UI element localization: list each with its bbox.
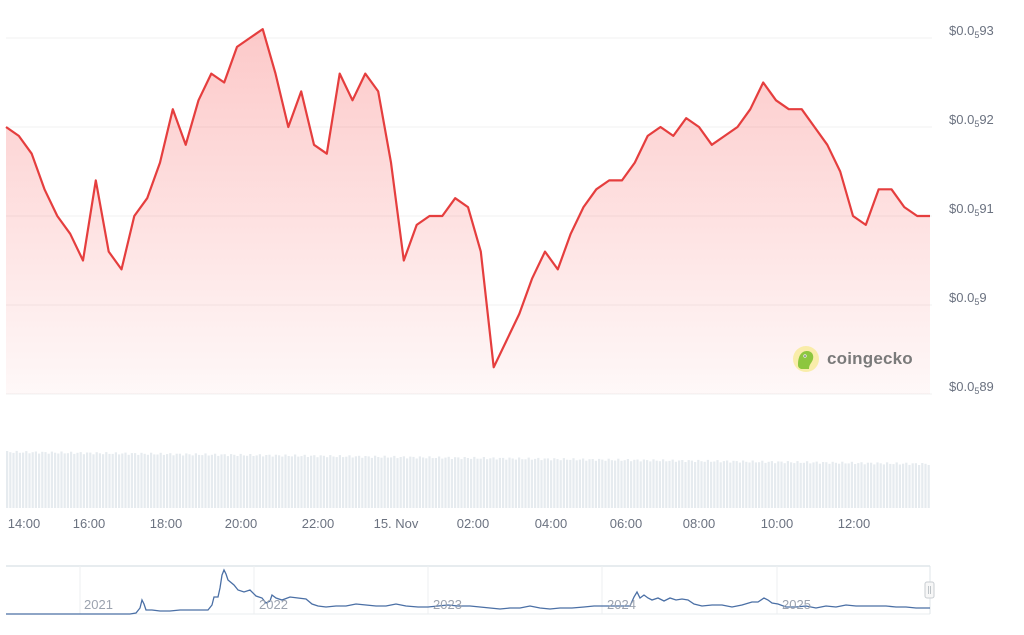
navigator[interactable] — [6, 565, 935, 615]
x-axis-label: 12:00 — [837, 516, 871, 531]
x-axis-label: 02:00 — [456, 516, 490, 531]
navigator-line — [6, 568, 930, 615]
price-area-fill — [6, 29, 930, 394]
y-axis-label: $0.0592 — [949, 112, 994, 129]
x-axis-label: 06:00 — [609, 516, 643, 531]
navigator-handle[interactable] — [924, 581, 935, 599]
coingecko-watermark: coingecko — [792, 345, 913, 373]
navigator-label: 2023 — [433, 597, 462, 612]
x-axis-label: 08:00 — [682, 516, 716, 531]
navigator-label: 2025 — [782, 597, 811, 612]
x-axis-label: 14:00 — [7, 516, 41, 531]
watermark-text: coingecko — [827, 349, 913, 368]
navigator-label: 2022 — [259, 597, 288, 612]
volume-bars — [6, 450, 930, 508]
x-axis-label: 15. Nov — [373, 516, 419, 531]
y-axis-label: $0.0591 — [949, 201, 994, 218]
price-line[interactable] — [5, 28, 930, 369]
y-axis-label: $0.0589 — [949, 379, 994, 396]
gecko-logo-icon — [793, 346, 819, 372]
x-axis-label: 20:00 — [224, 516, 258, 531]
navigator-label: 2021 — [84, 597, 113, 612]
x-axis-label: 04:00 — [534, 516, 568, 531]
x-axis-label: 22:00 — [301, 516, 335, 531]
y-axis-label: $0.0593 — [949, 23, 994, 40]
y-axis-label: $0.059 — [949, 290, 987, 307]
x-axis-label: 10:00 — [760, 516, 794, 531]
x-axis-label: 18:00 — [149, 516, 183, 531]
navigator-label: 2024 — [607, 597, 636, 612]
x-axis-label: 16:00 — [72, 516, 106, 531]
